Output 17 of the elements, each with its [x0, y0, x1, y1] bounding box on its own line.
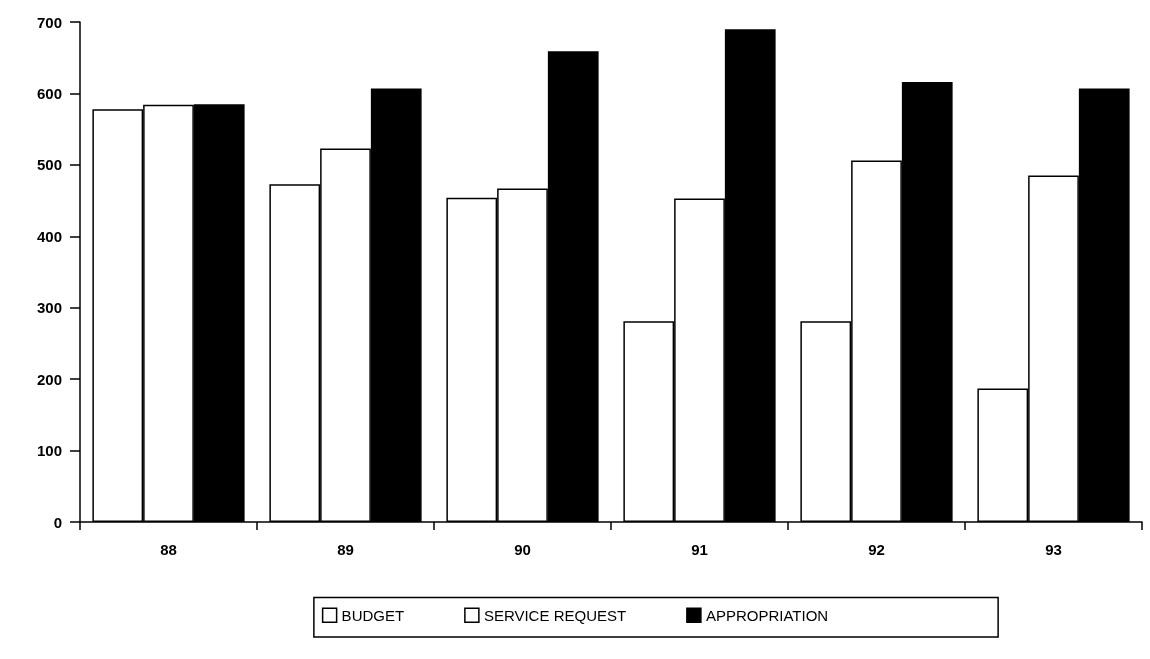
y-tick-label: 100: [36, 442, 62, 460]
y-tick-label: 500: [36, 156, 62, 174]
legend-label: SERVICE REQUEST: [483, 606, 627, 624]
x-tick-label: 92: [868, 541, 885, 558]
x-tick-label: 88: [160, 541, 177, 558]
x-tick-label: 90: [514, 541, 531, 558]
y-tick-label: 200: [36, 370, 62, 388]
y-tick-label: 300: [36, 299, 62, 317]
y-tick-label: 0: [53, 513, 62, 531]
y-tick-label: 700: [36, 13, 62, 31]
legend-label: BUDGET: [341, 606, 405, 624]
legend-label: APPROPRIATION: [705, 606, 829, 624]
x-tick-label: 93: [1045, 541, 1062, 558]
y-tick-label: 600: [36, 84, 62, 102]
y-tick-label: 400: [36, 227, 62, 245]
x-tick-label: 91: [691, 541, 708, 558]
x-tick-label: 89: [337, 541, 354, 558]
